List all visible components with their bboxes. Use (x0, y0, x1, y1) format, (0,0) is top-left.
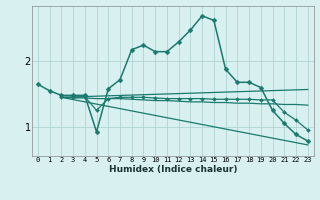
X-axis label: Humidex (Indice chaleur): Humidex (Indice chaleur) (108, 165, 237, 174)
